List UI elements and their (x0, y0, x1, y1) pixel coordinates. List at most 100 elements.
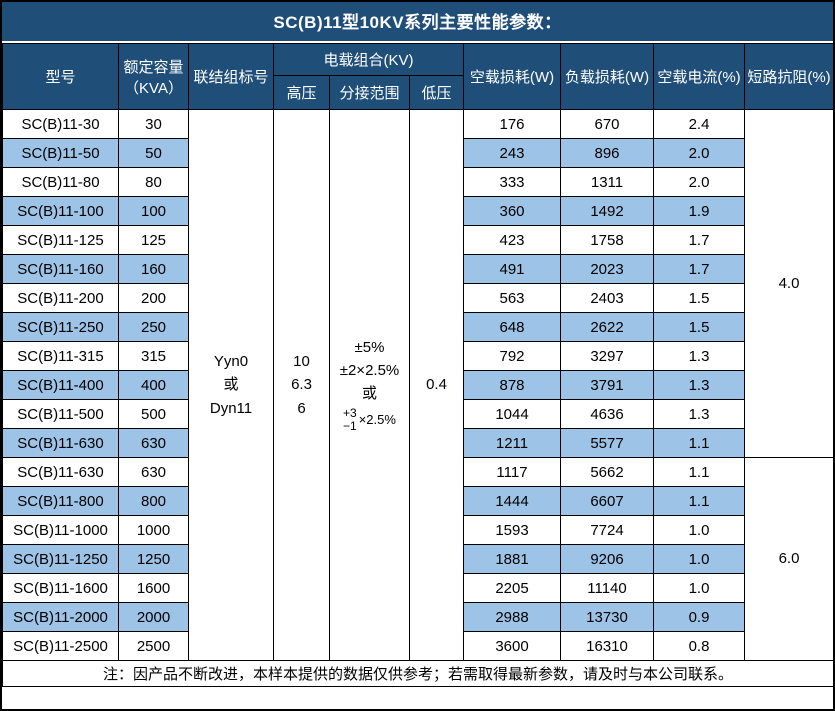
header-lv: 低压 (409, 75, 464, 110)
capacity-cell: 100 (118, 196, 189, 226)
connection-group-cell-line: 或 (223, 376, 239, 394)
capacity-cell: 500 (118, 399, 189, 429)
header-connection: 联结组标号 (188, 43, 274, 110)
no-load-current-cell: 1.5 (653, 312, 745, 342)
hv-cell-line: 10 (293, 353, 310, 371)
no-load-current-cell: 1.0 (653, 573, 745, 603)
load-loss-cell: 1311 (560, 167, 654, 197)
lv-cell: 0.4 (409, 109, 464, 661)
model-cell: SC(B)11-250 (2, 312, 119, 342)
capacity-cell: 80 (118, 167, 189, 197)
connection-group-cell-line: Dyn11 (209, 399, 253, 417)
impedance-cell-line: 4.0 (778, 274, 800, 292)
hv-cell-line: 6.3 (291, 376, 312, 394)
capacity-cell: 315 (118, 341, 189, 371)
table-footer: 注：因产品不断改进，本样本提供的数据仅供参考；若需取得最新参数，请及时与本公司联… (2, 660, 834, 687)
table-row: SC(B)11-125 125 423 1758 1.7 (2, 225, 834, 255)
load-loss-cell: 11140 (560, 573, 654, 603)
impedance-cell: 4.0 (744, 109, 834, 458)
capacity-cell: 630 (118, 457, 189, 487)
no-load-loss-cell: 176 (463, 109, 561, 139)
capacity-cell: 630 (118, 428, 189, 458)
tap-range-cell-line: ±2×2.5% (339, 362, 400, 380)
load-loss-cell: 896 (560, 138, 654, 168)
no-load-current-cell: 0.8 (653, 631, 745, 661)
no-load-current-cell: 1.1 (653, 486, 745, 516)
load-loss-cell: 2023 (560, 254, 654, 284)
header-tap-range: 分接范围 (329, 75, 410, 110)
no-load-loss-cell: 1044 (463, 399, 561, 429)
table-row: SC(B)11-30 30 Yyn0 或 Dyn11 10 6.3 6 ±5% ±2×2.5% 或 +… (2, 109, 834, 661)
capacity-cell: 1000 (118, 515, 189, 545)
header-capacity-line2: （KVA） (124, 79, 183, 97)
no-load-current-cell: 1.0 (653, 515, 745, 545)
no-load-current-cell: 1.3 (653, 341, 745, 371)
tap-range-cell: ±5% ±2×2.5% 或 +3 −1 ×2.5% (329, 109, 410, 661)
load-loss-cell: 3791 (560, 370, 654, 400)
model-cell: SC(B)11-80 (2, 167, 119, 197)
no-load-current-cell: 2.0 (653, 138, 745, 168)
capacity-cell: 125 (118, 225, 189, 255)
capacity-cell: 400 (118, 370, 189, 400)
table-row: SC(B)11-630 630 1117 5662 1.1 6.0 (2, 457, 834, 661)
hv-cell-line: 6 (297, 399, 306, 417)
no-load-loss-cell: 1444 (463, 486, 561, 516)
table-row: SC(B)11-630 630 1211 5577 1.1 (2, 428, 834, 458)
header-impedance: 短路抗阻(%) (744, 43, 834, 110)
spec-table: 型号 额定容量 （KVA） 联结组标号 电载组合(KV) 空载损耗(W) 负载损… (2, 43, 834, 687)
model-cell: SC(B)11-630 (2, 457, 119, 487)
no-load-loss-cell: 1211 (463, 428, 561, 458)
no-load-current-cell: 1.5 (653, 283, 745, 313)
table-row: SC(B)11-500 500 1044 4636 1.3 (2, 399, 834, 429)
load-loss-cell: 2622 (560, 312, 654, 342)
capacity-cell: 250 (118, 312, 189, 342)
lv-cell-line: 0.4 (426, 376, 447, 394)
table-row: SC(B)11-2500 2500 3600 16310 0.8 (2, 631, 834, 661)
no-load-loss-cell: 2205 (463, 573, 561, 603)
tap-range-cell-line: ±5% (354, 338, 385, 356)
tap-fraction-stack: +3 −1 (343, 406, 357, 435)
model-cell: SC(B)11-125 (2, 225, 119, 255)
table-row: SC(B)11-50 50 243 896 2.0 (2, 138, 834, 168)
no-load-current-cell: 1.7 (653, 254, 745, 284)
load-loss-cell: 1492 (560, 196, 654, 226)
load-loss-cell: 7724 (560, 515, 654, 545)
impedance-cell-line: 6.0 (778, 550, 800, 568)
table-row: SC(B)11-200 200 563 2403 1.5 (2, 283, 834, 313)
header-no-load-loss: 空载损耗(W) (463, 43, 561, 110)
no-load-loss-cell: 491 (463, 254, 561, 284)
model-cell: SC(B)11-200 (2, 283, 119, 313)
model-cell: SC(B)11-50 (2, 138, 119, 168)
model-cell: SC(B)11-400 (2, 370, 119, 400)
no-load-loss-cell: 1117 (463, 457, 561, 487)
no-load-loss-cell: 878 (463, 370, 561, 400)
model-cell: SC(B)11-2000 (2, 602, 119, 632)
no-load-loss-cell: 792 (463, 341, 561, 371)
header-no-load-current: 空载电流(%) (653, 43, 745, 110)
table-body: SC(B)11-30 30 Yyn0 或 Dyn11 10 6.3 6 ±5% ±2×2.5% 或 +… (2, 109, 834, 661)
no-load-current-cell: 2.4 (653, 109, 745, 139)
tap-fraction: +3 −1 ×2.5% (332, 406, 407, 435)
load-loss-cell: 5577 (560, 428, 654, 458)
model-cell: SC(B)11-800 (2, 486, 119, 516)
load-loss-cell: 1758 (560, 225, 654, 255)
table-header: 型号 额定容量 （KVA） 联结组标号 电载组合(KV) 空载损耗(W) 负载损… (2, 43, 834, 110)
table-row: SC(B)11-1000 1000 1593 7724 1.0 (2, 515, 834, 545)
no-load-current-cell: 1.1 (653, 457, 745, 487)
no-load-loss-cell: 423 (463, 225, 561, 255)
model-cell: SC(B)11-1600 (2, 573, 119, 603)
no-load-loss-cell: 3600 (463, 631, 561, 661)
header-capacity-line1: 额定容量 (123, 58, 184, 76)
model-cell: SC(B)11-630 (2, 428, 119, 458)
table-row: SC(B)11-1600 1600 2205 11140 1.0 (2, 573, 834, 603)
load-loss-cell: 3297 (560, 341, 654, 371)
connection-group-cell-line: Yyn0 (213, 353, 249, 371)
table-row: SC(B)11-315 315 792 3297 1.3 (2, 341, 834, 371)
table-row: SC(B)11-80 80 333 1311 2.0 (2, 167, 834, 197)
capacity-cell: 50 (118, 138, 189, 168)
model-cell: SC(B)11-30 (2, 109, 119, 139)
table-row: SC(B)11-250 250 648 2622 1.5 (2, 312, 834, 342)
tap-range-cell-line: 或 (361, 385, 377, 403)
table-row: SC(B)11-2000 2000 2988 13730 0.9 (2, 602, 834, 632)
no-load-loss-cell: 243 (463, 138, 561, 168)
